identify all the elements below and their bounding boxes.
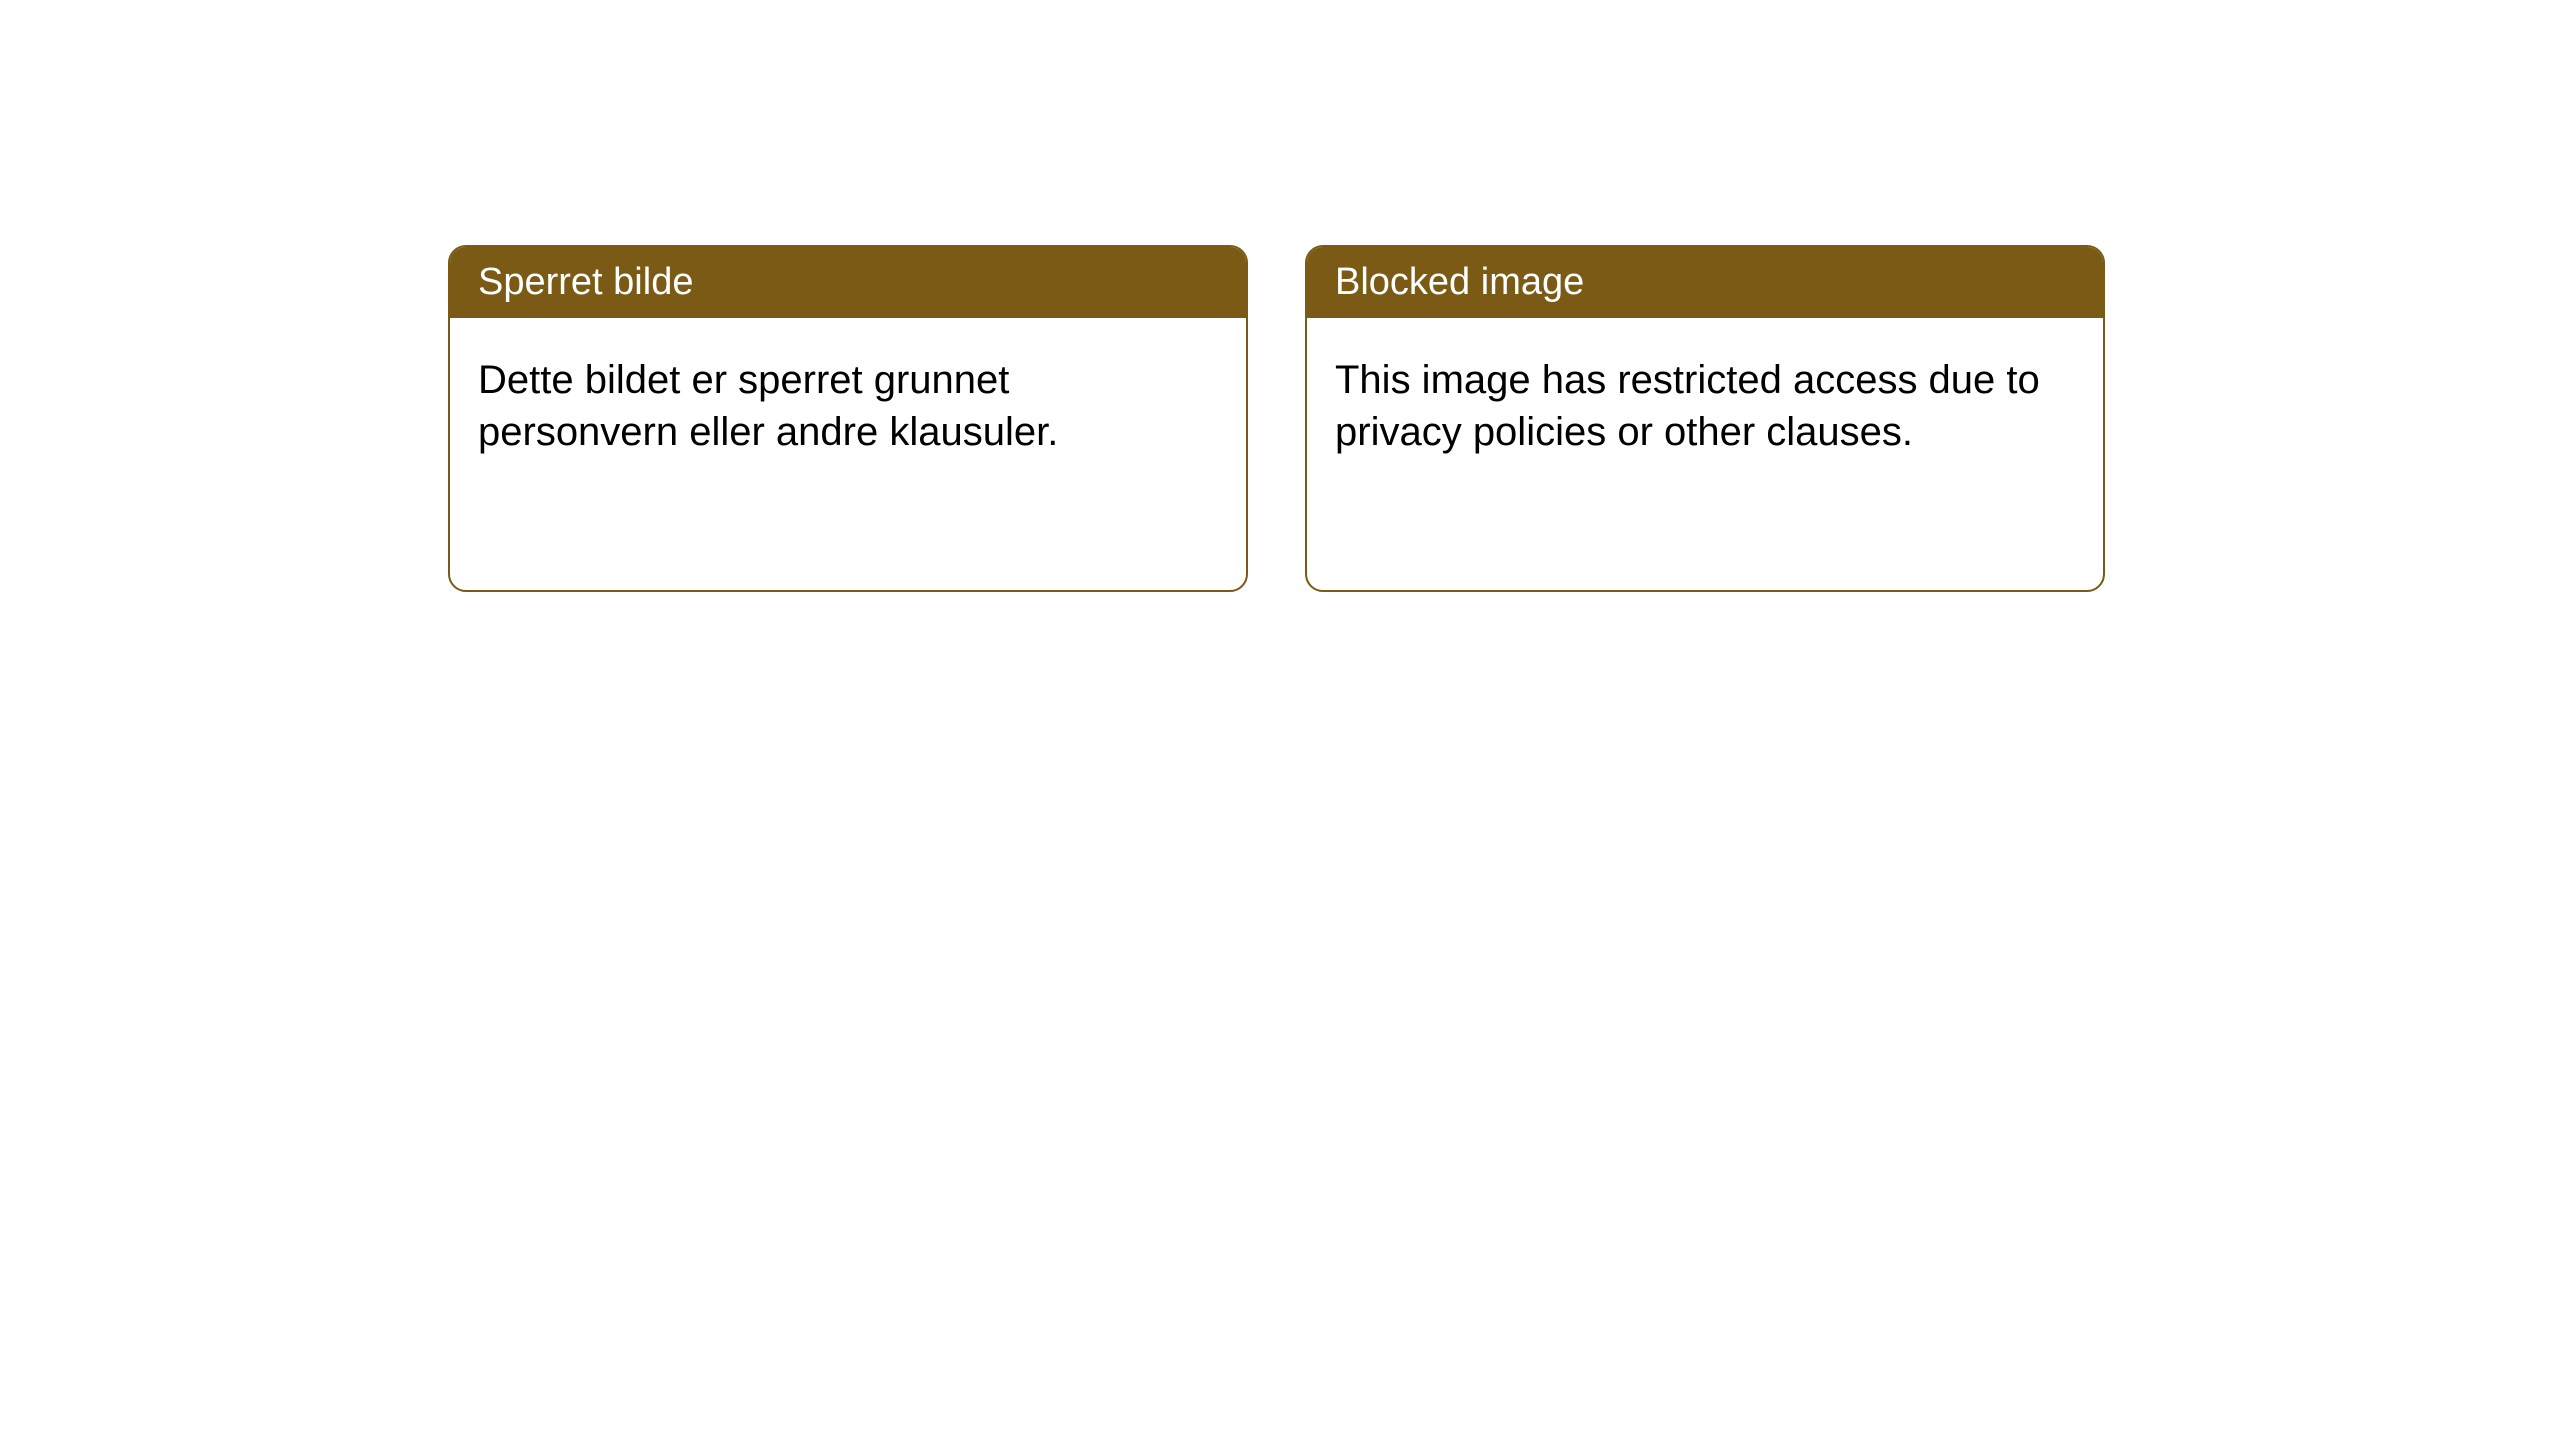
notice-card-norwegian: Sperret bilde Dette bildet er sperret gr…: [448, 245, 1248, 592]
card-header-text: Blocked image: [1335, 261, 1584, 303]
card-body-norwegian: Dette bildet er sperret grunnet personve…: [450, 318, 1246, 590]
card-header-norwegian: Sperret bilde: [450, 247, 1246, 318]
notice-card-container: Sperret bilde Dette bildet er sperret gr…: [448, 245, 2105, 592]
card-header-text: Sperret bilde: [478, 261, 693, 303]
card-body-text: Dette bildet er sperret grunnet personve…: [478, 358, 1058, 454]
card-body-english: This image has restricted access due to …: [1307, 318, 2103, 590]
card-body-text: This image has restricted access due to …: [1335, 358, 2040, 454]
card-header-english: Blocked image: [1307, 247, 2103, 318]
notice-card-english: Blocked image This image has restricted …: [1305, 245, 2105, 592]
